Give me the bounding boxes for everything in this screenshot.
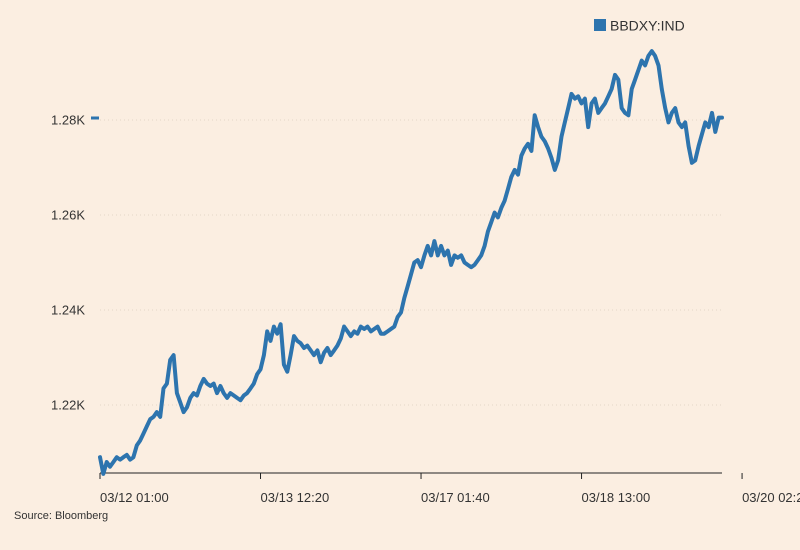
source-note: Source: Bloomberg — [14, 510, 109, 522]
series-layer — [91, 49, 724, 476]
x-tick-label: 03/20 02:20 — [742, 490, 800, 505]
gridlines — [100, 119, 722, 406]
legend-label: BBDXY:IND — [610, 18, 685, 34]
legend-swatch — [594, 19, 606, 31]
x-tick-label: 03/13 12:20 — [261, 490, 330, 505]
y-tick-label: 1.24K — [51, 303, 85, 318]
y-axis-ticks: 1.22K 1.24K 1.26K 1.28K — [51, 113, 85, 413]
series-line-bbdxy — [98, 49, 724, 476]
y-tick-label: 1.22K — [51, 398, 85, 413]
y-tick-label: 1.28K — [51, 113, 85, 128]
x-tick-label: 03/12 01:00 — [100, 490, 169, 505]
y-tick-label: 1.26K — [51, 208, 85, 223]
x-axis-ticks: 03/12 01:00 03/13 12:20 03/17 01:40 03/18 1… — [99, 473, 800, 505]
x-tick-label: 03/17 01:40 — [421, 490, 490, 505]
x-tick-label: 03/18 13:00 — [582, 490, 651, 505]
legend: BBDXY:IND — [594, 18, 685, 34]
